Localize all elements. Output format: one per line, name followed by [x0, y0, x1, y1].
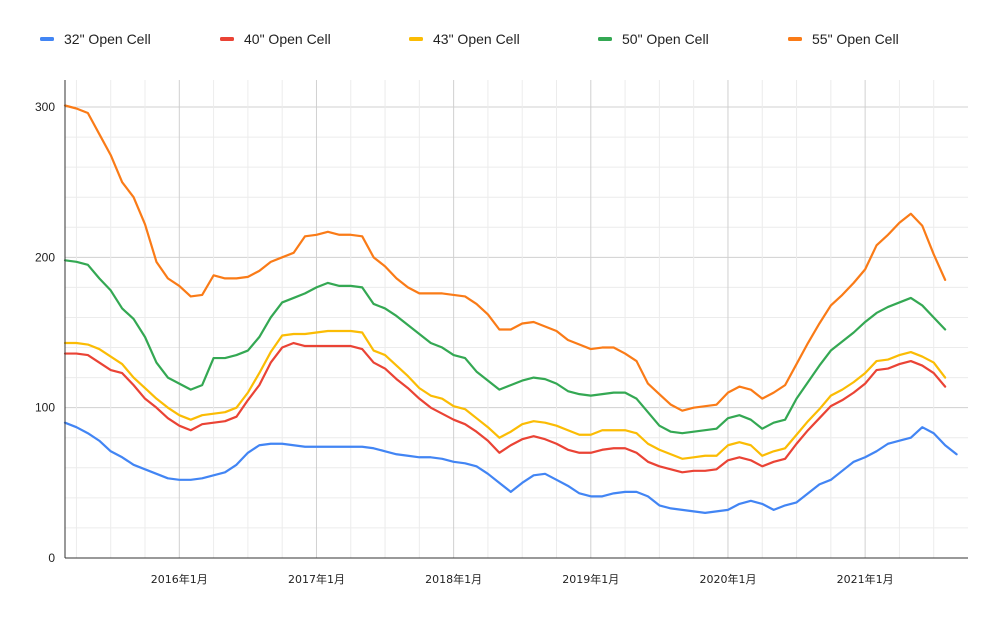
legend-item[interactable]: 43" Open Cell	[409, 31, 520, 47]
y-tick-label: 300	[35, 100, 55, 114]
legend-swatch	[40, 37, 54, 41]
x-tick-label: 2019年1月	[562, 572, 619, 586]
legend-label: 40" Open Cell	[244, 31, 331, 47]
legend-swatch	[409, 37, 423, 41]
legend-item[interactable]: 32" Open Cell	[40, 31, 151, 47]
legend-item[interactable]: 40" Open Cell	[220, 31, 331, 47]
series-line-4	[63, 259, 947, 435]
legend: 32" Open Cell 40" Open Cell 43" Open Cell 5…	[40, 31, 899, 47]
series-line-3	[63, 329, 947, 460]
x-tick-label: 2021年1月	[837, 572, 894, 586]
x-tick-label: 2017年1月	[288, 572, 345, 586]
series-line-5	[63, 104, 947, 412]
axes	[64, 80, 968, 559]
y-tick-label: 0	[48, 551, 55, 565]
legend-item[interactable]: 55" Open Cell	[788, 31, 899, 47]
y-axis-tick-labels: 0 100 200 300	[35, 100, 55, 565]
legend-label: 55" Open Cell	[812, 31, 899, 47]
legend-label: 32" Open Cell	[64, 31, 151, 47]
x-axis-tick-labels: 2016年1月 2017年1月 2018年1月 2019年1月 2020年1月 2021年…	[151, 572, 894, 586]
x-tick-label: 2016年1月	[151, 572, 208, 586]
y-tick-label: 100	[35, 401, 55, 415]
series-line-2	[63, 341, 947, 474]
x-tick-label: 2020年1月	[699, 572, 756, 586]
series-lines	[63, 104, 958, 514]
legend-item[interactable]: 50" Open Cell	[598, 31, 709, 47]
legend-swatch	[220, 37, 234, 41]
series-line-1	[63, 421, 958, 514]
gridlines	[65, 80, 968, 558]
legend-label: 43" Open Cell	[433, 31, 520, 47]
x-tick-label: 2018年1月	[425, 572, 482, 586]
legend-swatch	[598, 37, 612, 41]
legend-label: 50" Open Cell	[622, 31, 709, 47]
legend-swatch	[788, 37, 802, 41]
y-tick-label: 200	[35, 250, 55, 264]
